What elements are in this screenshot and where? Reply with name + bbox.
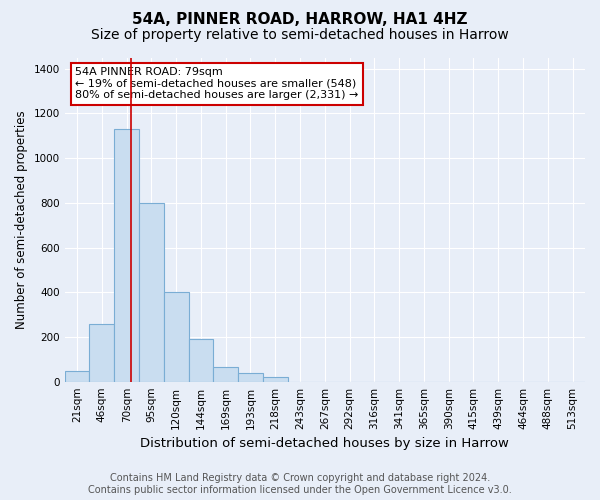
Text: 54A PINNER ROAD: 79sqm
← 19% of semi-detached houses are smaller (548)
80% of se: 54A PINNER ROAD: 79sqm ← 19% of semi-det…	[75, 67, 358, 100]
Text: Contains HM Land Registry data © Crown copyright and database right 2024.
Contai: Contains HM Land Registry data © Crown c…	[88, 474, 512, 495]
Bar	[164, 292, 188, 382]
Bar	[214, 367, 238, 382]
Bar	[139, 203, 164, 382]
Bar	[65, 370, 89, 382]
X-axis label: Distribution of semi-detached houses by size in Harrow: Distribution of semi-detached houses by …	[140, 437, 509, 450]
Text: Size of property relative to semi-detached houses in Harrow: Size of property relative to semi-detach…	[91, 28, 509, 42]
Text: 54A, PINNER ROAD, HARROW, HA1 4HZ: 54A, PINNER ROAD, HARROW, HA1 4HZ	[132, 12, 468, 28]
Bar	[89, 324, 114, 382]
Y-axis label: Number of semi-detached properties: Number of semi-detached properties	[15, 110, 28, 329]
Bar	[188, 339, 214, 382]
Bar	[114, 129, 139, 382]
Bar	[238, 373, 263, 382]
Bar	[263, 377, 287, 382]
